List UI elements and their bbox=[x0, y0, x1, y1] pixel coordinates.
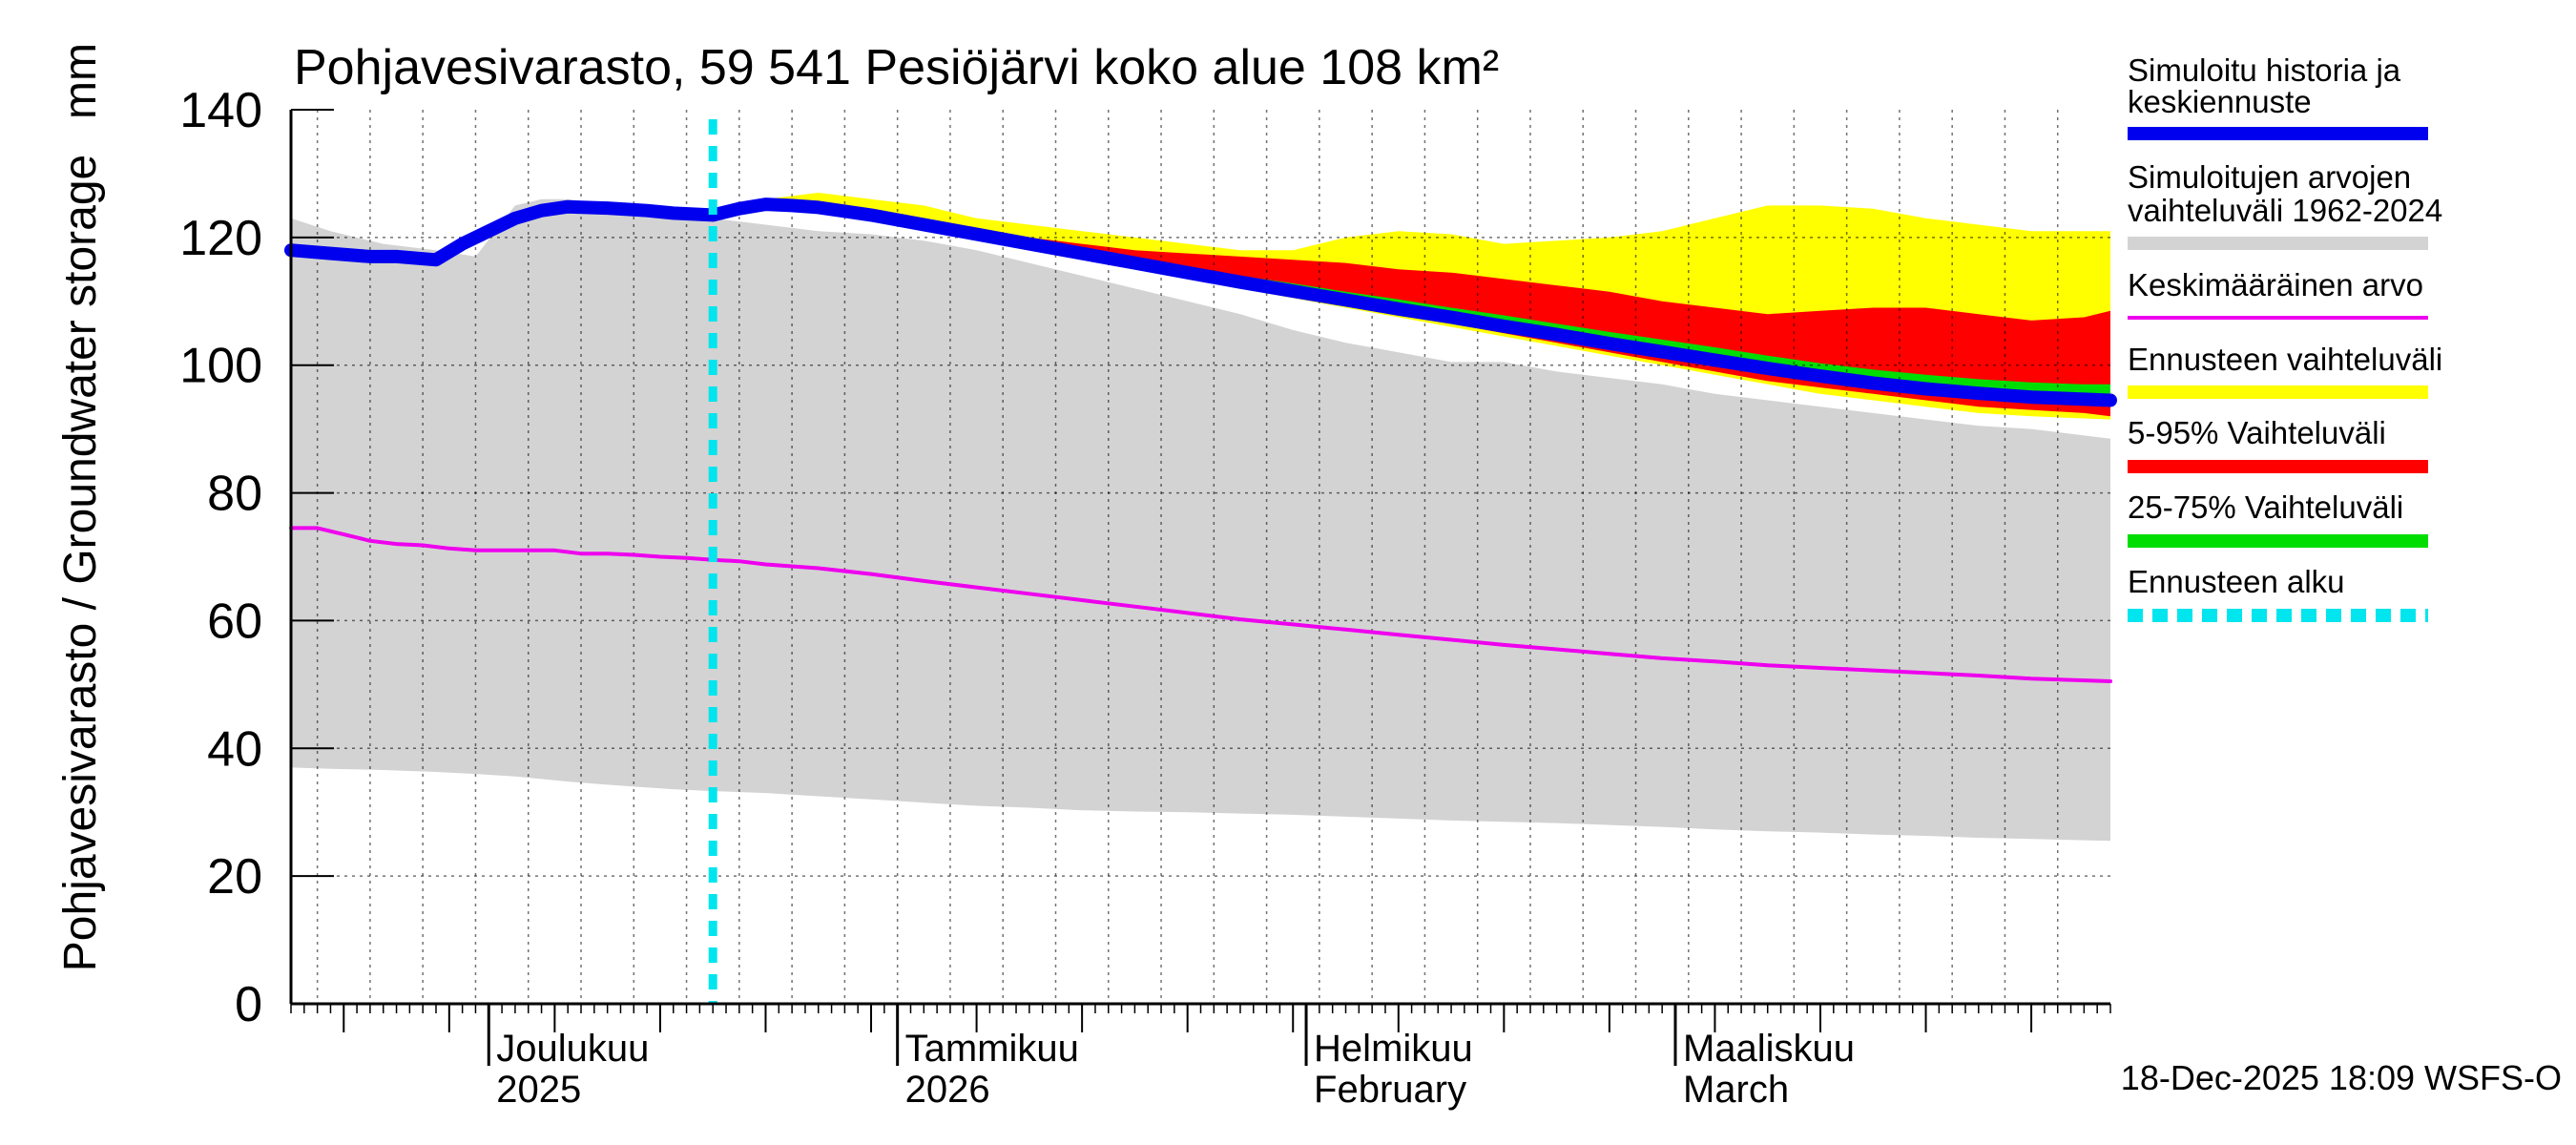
mean-value-line bbox=[289, 526, 2112, 683]
chart-title: Pohjavesivarasto, 59 541 Pesiöjärvi koko… bbox=[294, 40, 1499, 95]
y-tick-label: 40 bbox=[207, 721, 262, 777]
y-tick-label: 120 bbox=[179, 211, 262, 266]
y-tick-label: 80 bbox=[207, 467, 262, 522]
x-month-label-secondary: 2026 bbox=[905, 1069, 990, 1111]
y-tick-labels: 0 20 40 60 80 100 120 140 bbox=[179, 83, 334, 1032]
legend-label: 5-95% Vaihteluväli bbox=[2128, 415, 2386, 450]
x-month-label: Maaliskuu bbox=[1683, 1028, 1855, 1070]
x-month-label: Helmikuu bbox=[1314, 1028, 1473, 1070]
y-tick-label: 140 bbox=[179, 83, 262, 138]
legend-label: Keskimääräinen arvo bbox=[2128, 267, 2423, 302]
legend-label: 25-75% Vaihteluväli bbox=[2128, 489, 2403, 525]
footer-timestamp: 18-Dec-2025 18:09 WSFS-O bbox=[2121, 1058, 2562, 1097]
y-axis-unit: mm bbox=[55, 43, 106, 119]
median-line bbox=[284, 198, 2117, 407]
history-range-area bbox=[291, 198, 2110, 842]
mean-line bbox=[289, 526, 2112, 683]
y-tick-label: 20 bbox=[207, 849, 262, 905]
legend-label-secondary: vaihteluväli 1962-2024 bbox=[2128, 193, 2442, 228]
grid-lines bbox=[291, 110, 2110, 1004]
y-axis-label: Pohjavesivarasto / Groundwater storage bbox=[55, 155, 106, 971]
legend-label: Ennusteen alku bbox=[2128, 564, 2345, 599]
history-range-band bbox=[291, 198, 2110, 842]
x-month-label-secondary: March bbox=[1683, 1069, 1789, 1111]
legend-label: Simuloitujen arvojen bbox=[2128, 159, 2411, 195]
legend-label: Simuloitu historia ja bbox=[2128, 52, 2401, 88]
y-tick-label: 100 bbox=[179, 339, 262, 394]
median-forecast-line bbox=[284, 198, 2117, 407]
x-month-label-secondary: February bbox=[1314, 1069, 1466, 1111]
legend-label-secondary: keskiennuste bbox=[2128, 84, 2312, 119]
x-month-label: Tammikuu bbox=[905, 1028, 1079, 1070]
y-tick-label: 60 bbox=[207, 593, 262, 649]
x-month-label: Joulukuu bbox=[496, 1028, 649, 1070]
x-month-label-secondary: 2025 bbox=[496, 1069, 581, 1111]
y-tick-label: 0 bbox=[235, 977, 262, 1032]
legend-label: Ennusteen vaihteluväli bbox=[2128, 342, 2442, 377]
